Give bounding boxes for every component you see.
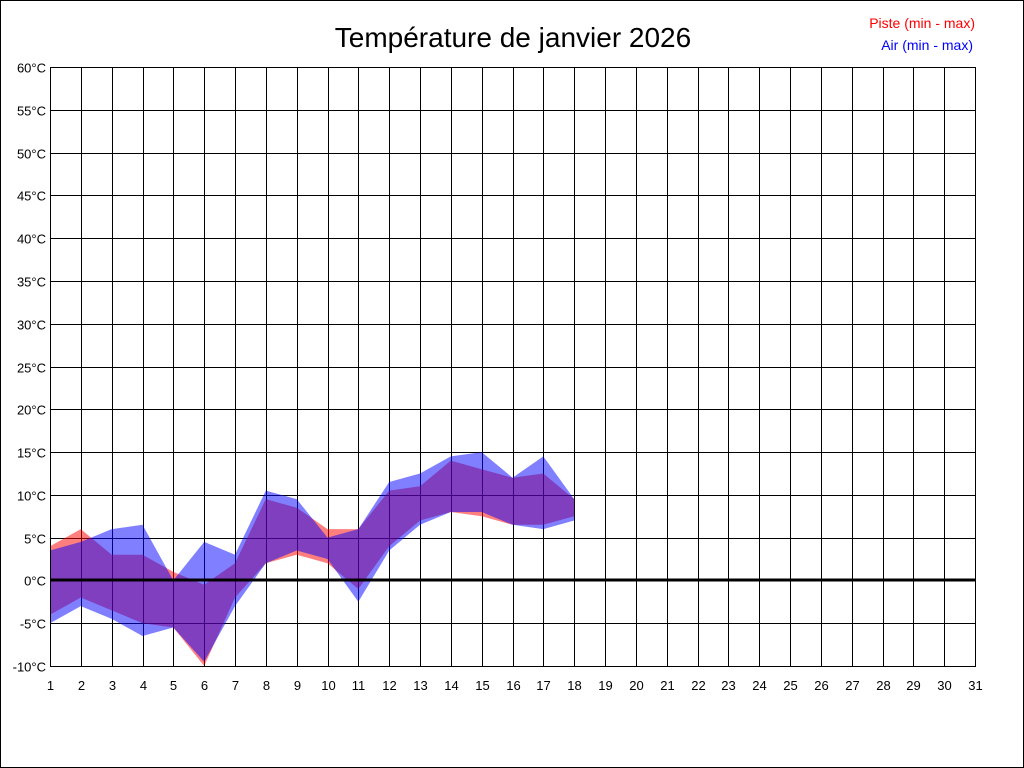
x-tick-label: 24 [752, 678, 766, 693]
x-tick-label: 8 [263, 678, 270, 693]
x-tick-label: 2 [78, 678, 85, 693]
x-tick-label: 18 [567, 678, 581, 693]
x-tick-label: 16 [506, 678, 520, 693]
x-tick-label: 14 [444, 678, 458, 693]
legend-piste: Piste (min - max) [869, 15, 975, 31]
y-tick-label: 60°C [17, 61, 46, 76]
y-tick-label: 25°C [17, 361, 46, 376]
y-tick-label: 55°C [17, 104, 46, 119]
x-tick-label: 21 [660, 678, 674, 693]
x-tick-label: 31 [968, 678, 982, 693]
grid [50, 67, 976, 667]
y-tick-label: 0°C [24, 574, 46, 589]
y-tick-label: 45°C [17, 189, 46, 204]
x-tick-label: 29 [906, 678, 920, 693]
x-tick-label: 5 [170, 678, 177, 693]
x-tick-label: 20 [629, 678, 643, 693]
y-tick-label: 40°C [17, 232, 46, 247]
chart-title: Température de janvier 2026 [335, 22, 691, 53]
x-tick-label: 7 [232, 678, 239, 693]
x-tick-label: 28 [876, 678, 890, 693]
y-tick-label: 10°C [17, 489, 46, 504]
x-tick-label: 1 [47, 678, 54, 693]
y-tick-label: -5°C [20, 617, 46, 632]
y-tick-label: 35°C [17, 275, 46, 290]
x-tick-label: 27 [845, 678, 859, 693]
x-tick-label: 13 [413, 678, 427, 693]
y-tick-label: 5°C [24, 532, 46, 547]
y-tick-label: 20°C [17, 403, 46, 418]
x-tick-label: 3 [109, 678, 116, 693]
x-tick-label: 19 [598, 678, 612, 693]
plot-border [50, 67, 976, 667]
x-tick-label: 15 [475, 678, 489, 693]
y-tick-label: -10°C [13, 660, 46, 675]
x-tick-label: 11 [352, 678, 366, 693]
y-tick-label: 30°C [17, 318, 46, 333]
y-tick-label: 15°C [17, 446, 46, 461]
x-tick-label: 12 [382, 678, 396, 693]
x-tick-label: 23 [721, 678, 735, 693]
series-band-1 [50, 452, 575, 662]
x-tick-label: 17 [536, 678, 550, 693]
x-tick-label: 22 [691, 678, 705, 693]
x-tick-label: 26 [814, 678, 828, 693]
axes [50, 67, 976, 667]
x-tick-label: 9 [294, 678, 301, 693]
x-tick-label: 6 [201, 678, 208, 693]
series-areas [50, 452, 575, 666]
y-tick-label: 50°C [17, 147, 46, 162]
x-tick-label: 25 [783, 678, 797, 693]
x-tick-label: 4 [140, 678, 147, 693]
tick-labels: 1 2 3 4 5 6 7 8 9 10 11 12 13 14 15 16 17 18 19 20 21 22 23 24 2… [13, 61, 983, 694]
legend-air: Air (min - max) [881, 37, 973, 53]
x-tick-label: 30 [937, 678, 951, 693]
x-tick-label: 10 [321, 678, 335, 693]
